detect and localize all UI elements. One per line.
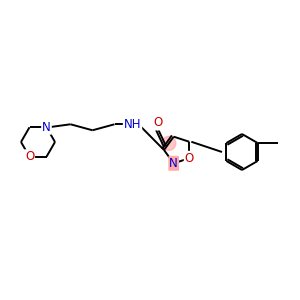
- Text: NH: NH: [124, 118, 141, 131]
- Circle shape: [162, 136, 176, 150]
- Text: O: O: [153, 116, 163, 130]
- Text: N: N: [42, 121, 51, 134]
- Text: O: O: [25, 150, 34, 163]
- Text: N: N: [169, 157, 178, 170]
- Text: O: O: [185, 152, 194, 165]
